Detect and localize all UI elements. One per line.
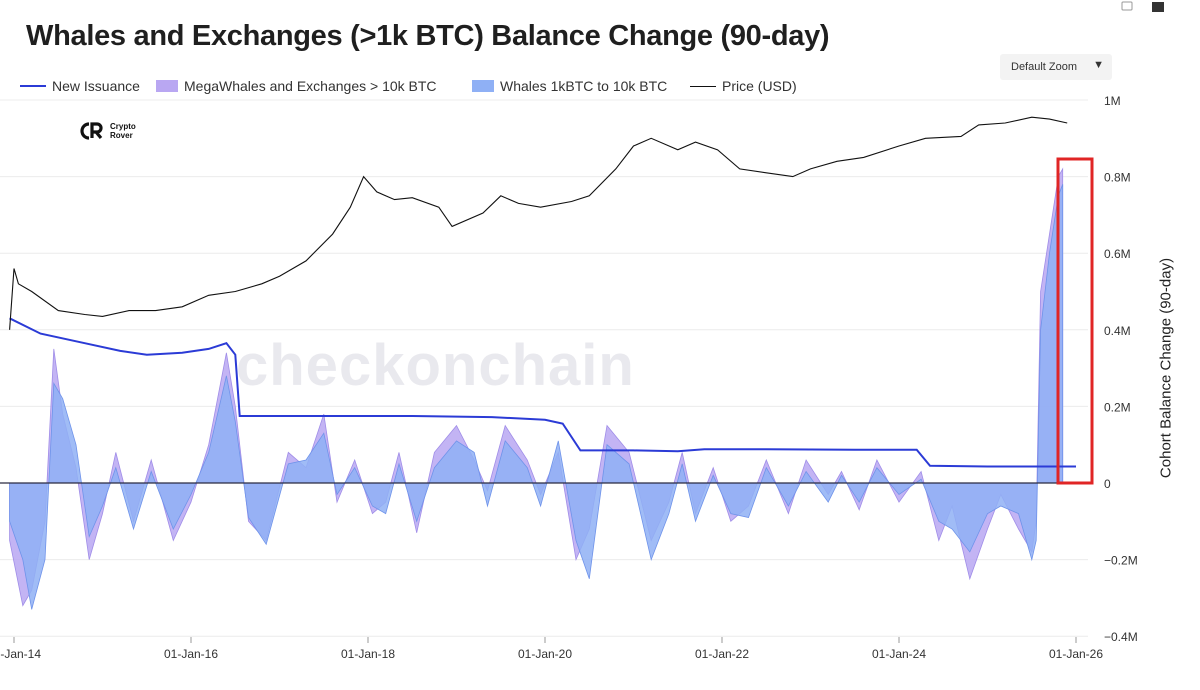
chart-title: Whales and Exchanges (>1k BTC) Balance C… xyxy=(26,20,830,52)
legend-megawhales[interactable]: MegaWhales and Exchanges > 10k BTC xyxy=(156,78,437,94)
x-tick-label: 01-Jan-16 xyxy=(164,647,218,661)
legend-area-swatch xyxy=(156,80,178,92)
y-tick-label: 0 xyxy=(1104,477,1111,491)
y-tick-label: −0.4M xyxy=(1104,630,1138,644)
zoom-label: Default Zoom xyxy=(1011,61,1078,73)
zoom-dropdown[interactable]: Default Zoom ▼ xyxy=(1000,54,1112,80)
legend-label: Price (USD) xyxy=(722,78,797,94)
y-axis-label: Cohort Balance Change (90-day) xyxy=(1157,257,1175,479)
legend: New Issuance MegaWhales and Exchanges > … xyxy=(20,78,840,98)
x-tick-label: 01-Jan-22 xyxy=(695,647,749,661)
legend-new-issuance[interactable]: New Issuance xyxy=(20,78,140,94)
legend-line-swatch xyxy=(690,85,716,87)
legend-label: New Issuance xyxy=(52,78,140,94)
x-tick-label: 01-Jan-20 xyxy=(518,647,572,661)
y-tick-label: 0.8M xyxy=(1104,171,1131,185)
legend-area-swatch xyxy=(472,80,494,92)
y-tick-label: −0.2M xyxy=(1104,554,1138,568)
legend-line-swatch xyxy=(20,85,46,87)
logo-line1: Crypto xyxy=(110,122,136,131)
line-price xyxy=(9,116,1068,330)
chevron-down-icon: ▼ xyxy=(1093,59,1104,71)
cr-logo-icon xyxy=(80,122,103,140)
y-tick-label: 0.6M xyxy=(1104,247,1131,261)
legend-label: Whales 1kBTC to 10k BTC xyxy=(500,78,668,94)
toolbar-icons[interactable] xyxy=(1118,0,1168,17)
x-tick-label: 01-Jan-14 xyxy=(0,647,41,661)
x-tick-label: 01-Jan-18 xyxy=(341,647,395,661)
legend-price[interactable]: Price (USD) xyxy=(690,78,797,94)
line-new-issuance xyxy=(9,317,1076,468)
y-tick-label: 1M xyxy=(1104,94,1121,108)
area-megawhales xyxy=(9,167,1064,607)
highlight-box xyxy=(1056,157,1094,485)
y-tick-label: 0.2M xyxy=(1104,400,1131,414)
x-tick-label: 01-Jan-24 xyxy=(872,647,926,661)
x-tick-label: 01-Jan-26 xyxy=(1049,647,1103,661)
toolbar-icon-strip xyxy=(1121,1,1164,12)
y-tick-label: 0.4M xyxy=(1104,324,1131,338)
area-whales xyxy=(9,184,1064,610)
crypto-rover-logo: Crypto Rover xyxy=(78,121,136,141)
logo-line2: Rover xyxy=(110,131,133,140)
legend-whales[interactable]: Whales 1kBTC to 10k BTC xyxy=(472,78,667,94)
legend-label: MegaWhales and Exchanges > 10k BTC xyxy=(184,78,437,94)
watermark: checkonchain xyxy=(236,333,635,398)
